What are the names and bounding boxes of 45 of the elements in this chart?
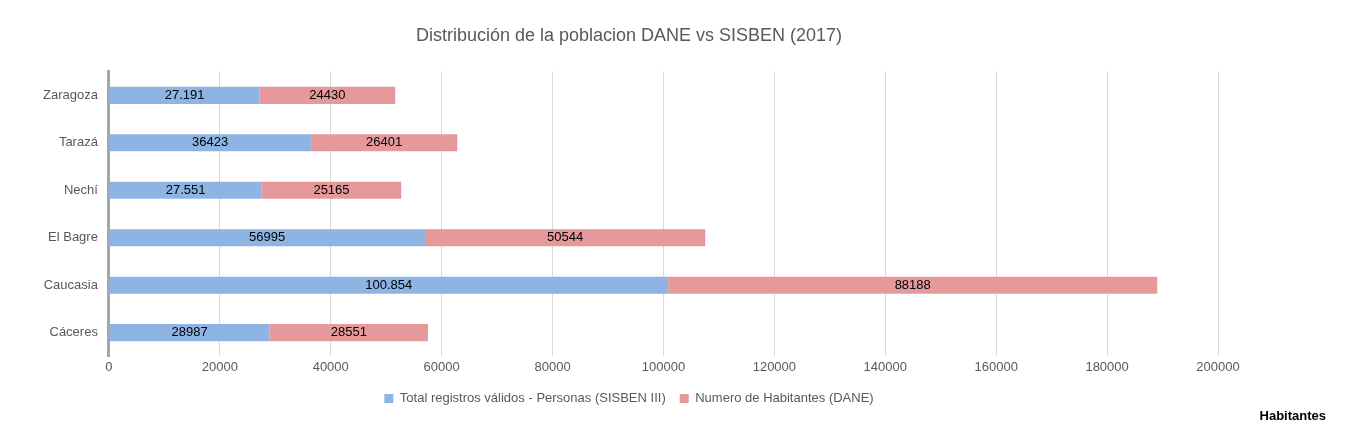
x-tick-label: 160000: [974, 358, 1018, 374]
bar: [424, 229, 706, 247]
data-label: 36423: [192, 134, 229, 150]
x-tick-label: 40000: [312, 358, 349, 374]
x-tick-label: 140000: [863, 358, 907, 374]
bar: [310, 134, 458, 152]
legend-label: Total registros válidos - Personas (SISBEN III): [399, 390, 666, 406]
data-label: 26401: [366, 134, 403, 150]
y-tick-label: Nechí: [63, 181, 99, 197]
x-tick-label: 120000: [752, 358, 797, 374]
x-tick-label: 180000: [1085, 358, 1129, 374]
data-label: 88188: [894, 276, 931, 292]
data-label: 28551: [330, 324, 367, 340]
bar: [269, 324, 428, 342]
bar: [109, 181, 262, 199]
data-label: 27.551: [165, 181, 206, 197]
data-label: 27.191: [164, 86, 205, 102]
bar: [109, 324, 270, 342]
y-tick-label: El Bagre: [48, 229, 98, 245]
chart-title: Distribución de la poblacion DANE vs SISBEN (2017): [415, 24, 843, 45]
x-tick-label: 100000: [641, 358, 686, 374]
x-tick-label: 200000: [1196, 358, 1240, 374]
x-tick-label: 0: [105, 358, 113, 374]
bar: [109, 229, 425, 247]
bar: [261, 181, 402, 199]
x-tick-label: 80000: [534, 358, 571, 374]
data-label: 24430: [309, 86, 346, 102]
data-label: 25165: [313, 181, 350, 197]
bar: [668, 276, 1158, 294]
y-tick-label: Tarazá: [58, 134, 99, 150]
y-tick-label: Caucasia: [43, 276, 99, 292]
x-tick-label: 20000: [201, 358, 238, 374]
y-tick-label: Cáceres: [49, 324, 99, 340]
x-tick-label: 60000: [423, 358, 460, 374]
data-label: 100.854: [365, 276, 413, 292]
x-axis-title: Habitantes: [1259, 407, 1326, 423]
legend-label: Numero de Habitantes (DANE): [695, 390, 874, 406]
data-label: 50544: [547, 229, 584, 245]
bar: [109, 276, 669, 294]
bar: [259, 86, 396, 104]
data-label: 56995: [249, 229, 286, 245]
y-tick-label: Zaragoza: [43, 86, 99, 102]
bar: [109, 134, 311, 152]
data-label: 28987: [171, 324, 208, 340]
bar: [109, 86, 260, 104]
